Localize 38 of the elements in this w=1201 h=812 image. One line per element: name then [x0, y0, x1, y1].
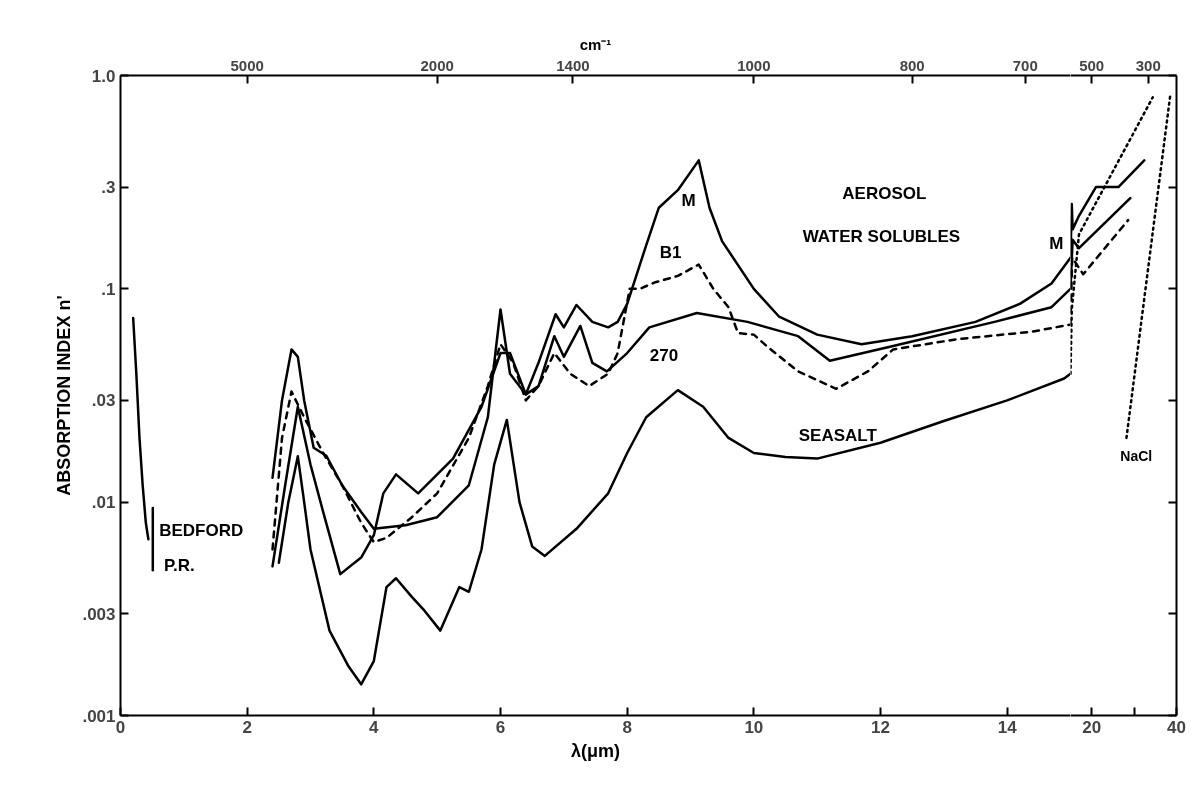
y-tick-label: .3: [101, 178, 116, 198]
text: 5000: [230, 56, 264, 74]
annotation: 270: [649, 346, 679, 366]
x-tick-label: 40: [1167, 717, 1186, 737]
annotation: P.R.: [163, 555, 195, 575]
x-tick-label: 14: [997, 717, 1018, 737]
text: 1400: [556, 56, 590, 74]
text: 800: [899, 56, 925, 74]
x-tick-label: 8: [622, 717, 632, 737]
x-tick-label: 0: [115, 717, 126, 737]
text: 1000: [737, 56, 771, 74]
text: 500: [1079, 56, 1105, 74]
y-tick-label: .1: [101, 279, 116, 299]
text: 2000: [420, 56, 454, 74]
annotation: SEASALT: [798, 426, 878, 446]
x-tick-label: 6: [495, 717, 506, 737]
annotation: NaCl: [1120, 447, 1153, 464]
x-tick-label: 2: [242, 717, 252, 737]
annotation: BEDFORD: [159, 521, 244, 541]
text: 300: [1135, 56, 1161, 74]
annotation: WATER SOLUBLES: [802, 226, 961, 246]
x-tick-label: 4: [369, 717, 380, 737]
y-tick-label: .003: [82, 604, 116, 624]
y-axis-title: ABSORPTION INDEX n': [54, 295, 75, 496]
y-tick-label: .001: [82, 706, 116, 726]
y-tick-label: 1.0: [91, 66, 116, 86]
x-tick-label: 10: [744, 717, 764, 737]
x-tick-label: 20: [1082, 717, 1102, 737]
y-tick-label: .01: [91, 493, 116, 513]
text: cm⁻¹: [579, 35, 612, 53]
x-axis-title: λ(μm): [570, 740, 621, 761]
x-tick-label: 12: [871, 717, 890, 737]
text: 700: [1012, 56, 1038, 74]
y-tick-label: .03: [91, 391, 116, 411]
annotation: B1: [659, 243, 682, 263]
annotation: M: [1049, 233, 1064, 253]
annotation: M: [681, 190, 696, 210]
annotation: AEROSOL: [842, 183, 927, 203]
